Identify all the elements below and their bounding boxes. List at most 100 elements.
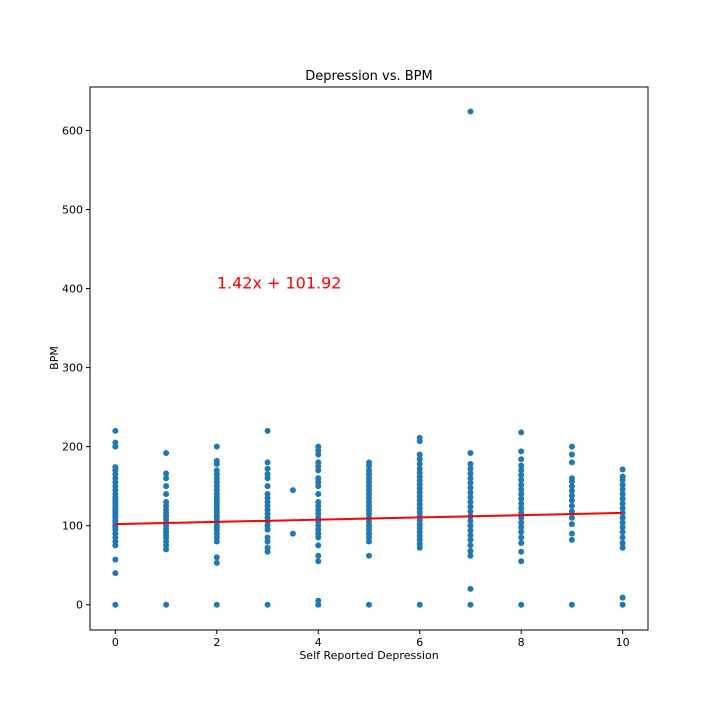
data-point <box>163 470 170 477</box>
data-point <box>467 552 474 559</box>
data-point <box>568 514 575 521</box>
data-point <box>467 461 474 468</box>
data-point <box>518 476 525 483</box>
x-tick-label: 10 <box>616 636 630 649</box>
y-tick-label: 200 <box>62 441 83 454</box>
data-point <box>568 502 575 509</box>
data-point <box>518 486 525 493</box>
data-point <box>568 475 575 482</box>
data-point <box>467 527 474 534</box>
data-point <box>619 524 626 531</box>
data-point <box>467 542 474 549</box>
data-point <box>467 494 474 501</box>
data-point <box>366 552 372 559</box>
data-point <box>315 558 322 565</box>
data-point <box>467 601 474 608</box>
data-point <box>619 540 626 547</box>
data-point <box>518 472 525 479</box>
data-point <box>619 481 626 488</box>
data-point <box>467 484 474 491</box>
data-point <box>518 601 525 608</box>
x-axis-label: Self Reported Depression <box>299 649 438 662</box>
data-point <box>568 483 575 490</box>
data-point <box>416 434 423 441</box>
data-point <box>467 465 474 472</box>
data-point <box>568 451 575 458</box>
data-point <box>568 536 575 543</box>
data-point <box>315 552 322 559</box>
regression-equation-label: 1.42x + 101.92 <box>217 274 342 293</box>
y-tick-label: 300 <box>62 362 83 375</box>
data-point <box>568 497 575 504</box>
data-point <box>163 491 170 498</box>
data-point <box>112 601 119 608</box>
data-point <box>619 514 626 521</box>
data-point <box>518 429 525 436</box>
data-point <box>264 483 271 490</box>
data-point <box>315 597 322 604</box>
data-point <box>568 530 575 537</box>
y-axis: 0 100 200 300 400 500 600 <box>62 124 90 612</box>
data-point <box>315 475 322 482</box>
data-point <box>619 594 626 601</box>
data-point <box>619 495 626 502</box>
data-point <box>518 524 525 531</box>
data-point <box>518 462 525 469</box>
x-tick-label: 2 <box>213 636 220 649</box>
data-point <box>518 505 525 512</box>
data-point <box>467 489 474 496</box>
data-point <box>619 544 626 551</box>
data-point <box>467 449 474 456</box>
data-point <box>264 534 271 541</box>
data-point <box>518 519 525 526</box>
data-point <box>315 542 322 549</box>
data-point <box>416 461 423 468</box>
data-point <box>619 528 626 535</box>
data-point <box>518 540 525 547</box>
y-tick-label: 600 <box>62 124 83 137</box>
data-point <box>315 491 322 498</box>
data-point <box>518 500 525 507</box>
data-point <box>289 487 296 494</box>
data-point <box>619 491 626 498</box>
y-axis-label: BPM <box>48 346 61 370</box>
data-point <box>619 500 626 507</box>
data-point <box>467 517 474 524</box>
data-point <box>112 570 119 577</box>
data-point <box>112 464 119 471</box>
data-point <box>467 108 474 115</box>
data-point <box>467 479 474 486</box>
data-point <box>264 544 271 551</box>
data-point <box>213 559 220 566</box>
data-point <box>264 471 271 478</box>
data-point <box>366 467 372 474</box>
y-tick-label: 100 <box>62 520 83 533</box>
x-tick-label: 6 <box>416 636 423 649</box>
data-point <box>518 491 525 498</box>
x-tick-label: 8 <box>518 636 525 649</box>
data-point <box>366 459 372 466</box>
data-point <box>518 495 525 502</box>
data-point <box>619 486 626 493</box>
data-point <box>467 508 474 515</box>
data-point <box>264 465 271 472</box>
data-point <box>213 601 220 608</box>
data-point <box>289 530 296 537</box>
data-point <box>416 601 423 608</box>
data-point <box>619 534 626 541</box>
data-point <box>518 514 525 521</box>
x-tick-label: 4 <box>315 636 322 649</box>
x-tick-label: 0 <box>112 636 119 649</box>
data-point <box>518 456 525 463</box>
data-point <box>416 465 423 472</box>
data-point <box>518 548 525 555</box>
data-point <box>568 492 575 499</box>
data-point <box>619 519 626 526</box>
data-point <box>315 443 322 450</box>
data-point <box>568 487 575 494</box>
data-point <box>619 505 626 512</box>
data-point <box>213 554 220 561</box>
data-point <box>568 521 575 528</box>
data-point <box>315 459 322 466</box>
